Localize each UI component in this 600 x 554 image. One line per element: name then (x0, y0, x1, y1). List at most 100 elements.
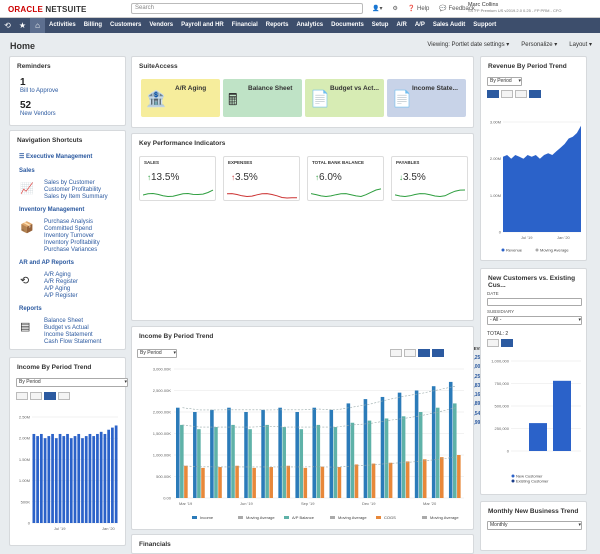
series-bar-1[interactable] (453, 403, 457, 498)
series-bar-2[interactable] (201, 467, 205, 498)
series-bar-1[interactable] (435, 407, 440, 498)
income-bar[interactable] (51, 433, 54, 523)
nav-item[interactable]: Activities (49, 22, 76, 28)
shortcut-link[interactable]: A/P Register (44, 293, 78, 299)
nav-item[interactable]: Reports (265, 22, 289, 28)
bar-chart-icon[interactable] (515, 90, 527, 98)
spline-chart-icon[interactable] (432, 349, 444, 357)
spline-chart-icon[interactable] (58, 392, 70, 400)
suiteaccess-tile[interactable]: 📄 Income State... (387, 79, 466, 117)
series-bar-2[interactable] (252, 467, 256, 498)
feedback-link[interactable]: 💬 Feedback (439, 6, 475, 12)
income-bar[interactable] (43, 438, 47, 523)
series-bar-2[interactable] (303, 467, 308, 498)
suiteaccess-tile[interactable]: 🏦 A/R Aging (141, 79, 220, 117)
subsidiary-select[interactable]: - All - ▾ (487, 316, 582, 325)
legend-label[interactable]: A/P Balance (292, 515, 315, 520)
series-bar-2[interactable] (388, 462, 393, 498)
bar-chart-icon[interactable] (418, 349, 430, 357)
series-bar-2[interactable] (235, 465, 239, 498)
nav-item[interactable]: Vendors (149, 22, 174, 28)
series-bar-0[interactable] (295, 412, 299, 498)
nav-item[interactable]: Payroll and HR (181, 22, 224, 28)
shortcut-link[interactable]: Sales by Item Summary (44, 194, 108, 200)
area-chart-icon[interactable] (487, 90, 499, 98)
reminder-item[interactable]: 1 Bill to Approve (20, 77, 59, 94)
nav-item[interactable]: Customers (110, 22, 142, 28)
income-bar[interactable] (36, 436, 39, 523)
series-bar-2[interactable] (371, 463, 376, 498)
help-link[interactable]: ❓ Help (407, 6, 430, 12)
monthly-select[interactable]: Monthly ▾ (487, 521, 582, 530)
date-input[interactable] (487, 298, 582, 306)
shortcut-link[interactable]: A/P Aging (44, 286, 71, 292)
shortcut-link[interactable]: Income Statement (44, 332, 93, 338)
customer-bar[interactable] (529, 423, 547, 451)
kpi-card[interactable]: PAYABLES ↓3.5% (391, 156, 468, 201)
income-bar[interactable] (81, 438, 84, 523)
shortcut-link[interactable]: Customer Profitability (44, 187, 102, 193)
series-bar-1[interactable] (299, 429, 304, 498)
area-chart-icon[interactable] (487, 339, 499, 347)
nav-item[interactable]: Analytics (296, 22, 324, 28)
legend-label[interactable]: COGS (384, 515, 396, 520)
kpi-column-header[interactable]: PREVIOUS (467, 346, 490, 352)
kpi-card[interactable]: EXPENSES ↑3.5% (223, 156, 300, 201)
series-bar-0[interactable] (346, 403, 351, 498)
series-bar-1[interactable] (384, 418, 389, 498)
shortcut-link[interactable]: A/R Aging (44, 272, 71, 278)
series-bar-0[interactable] (278, 407, 282, 498)
nav-item[interactable]: Financial (231, 22, 258, 28)
income-bar[interactable] (62, 436, 66, 523)
shortcut-link[interactable]: Cash Flow Statement (44, 339, 102, 345)
series-bar-1[interactable] (316, 424, 321, 498)
series-bar-2[interactable] (320, 466, 325, 498)
series-bar-2[interactable] (286, 465, 291, 498)
series-bar-1[interactable] (418, 412, 423, 498)
nav-item[interactable]: Support (473, 22, 497, 28)
series-bar-0[interactable] (448, 381, 453, 498)
income-bar[interactable] (54, 438, 58, 523)
legend-label[interactable]: Moving Average (338, 515, 367, 520)
series-bar-2[interactable] (218, 467, 222, 498)
suiteaccess-tile[interactable]: 🖩 Balance Sheet (223, 79, 302, 117)
executive-management-link[interactable]: ☰ Executive Management (19, 154, 93, 160)
shortcut-link[interactable]: Purchase Analysis (44, 219, 94, 225)
oracle-netsuite-logo[interactable]: ORACLE NETSUITE (8, 5, 87, 14)
series-bar-2[interactable] (422, 459, 427, 498)
series-bar-1[interactable] (265, 424, 269, 498)
shortcut-link[interactable]: A/R Register (44, 279, 79, 285)
suiteaccess-tile[interactable]: 📄 Budget vs Act... (305, 79, 384, 117)
revenue-area[interactable] (503, 125, 581, 232)
income-bar[interactable] (107, 429, 111, 523)
series-bar-1[interactable] (231, 424, 235, 498)
series-bar-0[interactable] (329, 409, 334, 498)
income-bar[interactable] (77, 433, 81, 523)
series-bar-1[interactable] (282, 427, 286, 498)
nav-item[interactable]: Sales Audit (432, 22, 466, 28)
series-bar-0[interactable] (397, 392, 402, 498)
series-bar-2[interactable] (354, 464, 359, 498)
period-select[interactable]: By Period ▾ (137, 349, 177, 358)
series-bar-0[interactable] (227, 407, 231, 498)
shortcut-link[interactable]: Inventory Turnover (44, 233, 95, 239)
home-icon[interactable]: ⌂ (30, 18, 45, 33)
shortcut-link[interactable]: Balance Sheet (44, 318, 84, 324)
reminder-item[interactable]: 52 New Vendors (20, 100, 56, 117)
shortcut-link[interactable]: Purchase Variances (44, 247, 98, 253)
nav-item[interactable]: A/R (396, 22, 407, 28)
series-bar-0[interactable] (244, 412, 248, 498)
series-bar-1[interactable] (333, 427, 338, 498)
personalize-link[interactable]: Personalize ▾ (521, 42, 558, 48)
legend-label[interactable]: Existing Customer (516, 479, 549, 484)
series-bar-0[interactable] (176, 407, 180, 498)
income-bar[interactable] (99, 431, 103, 523)
kpi-card[interactable]: TOTAL BANK BALANCE ↑6.0% (307, 156, 384, 201)
kpi-card[interactable]: SALES ↑13.5% (139, 156, 216, 201)
layout-link[interactable]: Layout ▾ (569, 42, 592, 48)
income-bar[interactable] (88, 433, 92, 523)
series-bar-0[interactable] (431, 386, 436, 498)
line-chart-icon[interactable] (501, 90, 513, 98)
shortcut-link[interactable]: Sales by Customer (44, 180, 95, 186)
legend-label[interactable]: Income (200, 515, 214, 520)
